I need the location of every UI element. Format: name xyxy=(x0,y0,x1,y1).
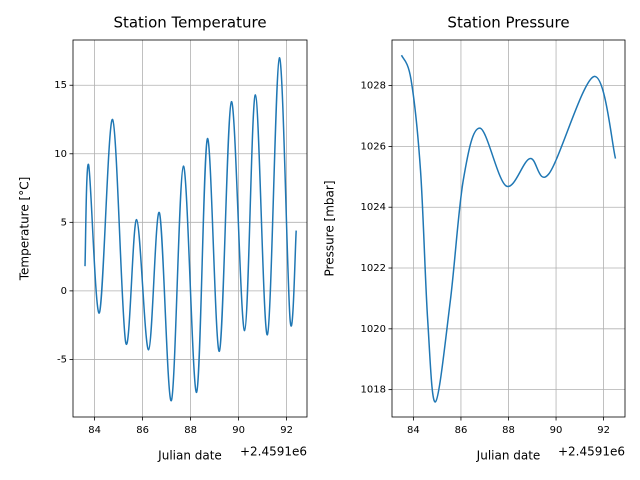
x-tick-label: 92 xyxy=(280,425,293,436)
x-tick-label: 84 xyxy=(407,425,420,436)
chart-title: Station Temperature xyxy=(113,14,266,32)
y-axis-label: Pressure [mbar] xyxy=(323,180,337,276)
x-tick-label: 90 xyxy=(232,425,245,436)
x-tick-label: 86 xyxy=(136,425,149,436)
x-offset-label: +2.4591e6 xyxy=(240,445,307,459)
data-line xyxy=(400,54,617,403)
y-tick-label: 15 xyxy=(54,80,67,91)
y-axis-label: Temperature [°C] xyxy=(18,177,32,282)
x-tick-label: 90 xyxy=(550,425,563,436)
x-axis-label: Julian date xyxy=(476,449,541,463)
axes-frame xyxy=(72,39,308,418)
y-tick-label: 1028 xyxy=(361,81,386,92)
axes-frame xyxy=(391,39,626,418)
x-tick-label: 86 xyxy=(455,425,468,436)
x-tick-label: 84 xyxy=(88,425,101,436)
subplot: 84 86 88 90 92 1018 1020 1022 1024 1026 1028 Statio… xyxy=(323,14,626,463)
x-tick-label: 92 xyxy=(597,425,610,436)
y-tick-label: 1026 xyxy=(361,141,386,152)
data-line xyxy=(84,57,297,402)
y-tick-label: 1024 xyxy=(361,202,386,213)
y-tick-label: 1022 xyxy=(361,263,386,274)
y-tick-label: 1020 xyxy=(361,324,386,335)
y-tick-label: 1018 xyxy=(361,385,386,396)
x-tick-label: 88 xyxy=(502,425,515,436)
y-tick-label: 10 xyxy=(54,149,67,160)
x-axis-label: Julian date xyxy=(157,449,222,463)
y-tick-label: -5 xyxy=(57,354,67,365)
y-tick-label: 0 xyxy=(61,286,67,297)
subplot: 84 86 88 90 92 -5 0 5 10 15 Station Temperature Jul… xyxy=(18,14,308,463)
y-tick-label: 5 xyxy=(61,217,67,228)
x-tick-label: 88 xyxy=(184,425,197,436)
x-offset-label: +2.4591e6 xyxy=(558,445,625,459)
chart-title: Station Pressure xyxy=(447,14,569,32)
